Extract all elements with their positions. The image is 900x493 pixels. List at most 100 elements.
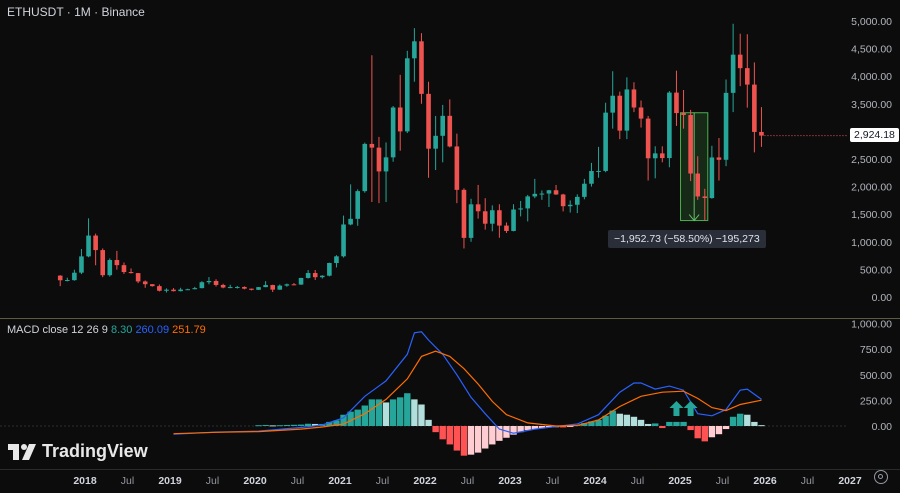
macd-histogram-bar — [326, 421, 333, 426]
macd-histogram-bar — [312, 423, 319, 426]
candle-body — [468, 204, 474, 238]
candle-body — [404, 58, 410, 132]
candle-body — [256, 287, 261, 290]
candle-body — [397, 107, 403, 132]
candle-body — [185, 289, 191, 291]
candle-body — [497, 210, 502, 226]
last-price-label: 2,924.18 — [850, 128, 899, 142]
candle-body — [695, 173, 701, 197]
price-axis-tick-label: 2,000.00 — [851, 182, 892, 194]
candle-body — [135, 273, 141, 282]
candle-body — [624, 89, 630, 131]
macd-signal-value: 251.79 — [172, 324, 206, 336]
candle-body — [270, 285, 276, 290]
macd-histogram-bar — [297, 424, 305, 426]
macd-histogram-bar — [304, 423, 312, 426]
candle-body — [759, 131, 764, 136]
price-axis-tick-label: 4,000.00 — [851, 71, 892, 83]
macd-histogram-bar — [715, 426, 723, 435]
candle-body — [667, 92, 672, 159]
candle-body — [213, 280, 219, 285]
macd-axis-tick-label: 250.00 — [860, 395, 892, 407]
macd-histogram-bar — [567, 426, 574, 428]
candle-body — [206, 280, 212, 283]
candle-body — [334, 256, 339, 263]
time-axis-tick-label: 2020 — [243, 475, 267, 487]
time-axis-tick-label: 2018 — [73, 475, 97, 487]
candle-body — [178, 289, 183, 292]
price-axis-tick-label: 1,500.00 — [851, 209, 892, 221]
candle-body — [93, 235, 98, 251]
macd-histogram-bar — [637, 419, 645, 426]
candle-body — [744, 68, 750, 85]
macd-histogram-bar — [411, 399, 418, 426]
candle-body — [489, 210, 495, 224]
candle-body — [525, 196, 531, 209]
candle-body — [277, 285, 283, 290]
candle-body — [539, 193, 545, 195]
price-axis-tick-label: 5,000.00 — [851, 16, 892, 28]
time-axis-tick-label: 2027 — [838, 475, 862, 487]
candle-body — [319, 275, 325, 278]
candle-body — [419, 41, 424, 94]
brand-name: TradingView — [42, 441, 148, 461]
candle-body — [475, 204, 481, 212]
candle-body — [242, 286, 247, 289]
candle-body — [674, 92, 679, 114]
candle-body — [249, 288, 254, 290]
candle-body — [659, 153, 665, 159]
time-axis-tick-label: 2022 — [413, 475, 437, 487]
macd-hist-value: 8.30 — [110, 324, 133, 336]
time-axis-tick-label: 2019 — [158, 475, 182, 487]
candle-body — [652, 153, 658, 159]
macd-legend[interactable]: MACD close 12 26 9 8.30 260.09 251.79 — [7, 324, 206, 336]
macd-histogram-bar — [489, 426, 496, 445]
candle-body — [440, 115, 446, 136]
candle-body — [234, 286, 240, 288]
candle-body — [567, 204, 573, 207]
macd-histogram-bar — [524, 426, 531, 431]
candle-body — [362, 143, 368, 192]
price-axis-tick-label: 0.00 — [872, 292, 893, 304]
macd-histogram-bar — [729, 416, 737, 426]
signal-arrow-up-icon — [683, 401, 698, 416]
macd-histogram-bar — [404, 393, 411, 426]
candle-body — [121, 265, 127, 273]
macd-histogram-bar — [744, 414, 751, 426]
symbol-header[interactable]: ETHUSDT · 1M · Binance — [7, 5, 145, 19]
candle-body — [645, 118, 651, 159]
macd-histogram-bar — [531, 426, 538, 430]
tradingview-logo[interactable]: TradingView — [8, 441, 148, 462]
candle-body — [610, 95, 616, 113]
candle-body — [603, 112, 608, 171]
macd-histogram-bar — [474, 426, 482, 453]
candle-body — [454, 146, 460, 190]
candle-body — [369, 143, 375, 148]
macd-histogram-bar — [354, 409, 361, 426]
candle-body — [461, 189, 467, 238]
price-axis-tick-label: 4,500.00 — [851, 44, 892, 56]
candle-body — [638, 107, 644, 119]
macd-histogram-bar — [453, 426, 461, 451]
candle-body — [298, 277, 304, 285]
macd-histogram-bar — [708, 426, 716, 438]
candle-body — [631, 89, 637, 108]
macd-histogram-bar — [609, 410, 616, 426]
macd-histogram-bar — [737, 413, 744, 426]
time-axis-tick-label: Jul — [206, 475, 219, 487]
macd-histogram-bar — [503, 426, 510, 438]
macd-histogram-bar — [255, 425, 262, 427]
macd-histogram-bar — [389, 399, 397, 426]
candle-body — [64, 279, 70, 281]
candle-body — [114, 260, 120, 266]
macd-histogram-bar — [581, 423, 588, 426]
candle-body — [149, 284, 155, 287]
macd-histogram-bar — [397, 397, 404, 426]
settings-gear-icon[interactable] — [874, 470, 888, 484]
candle-body — [546, 190, 552, 194]
candle-body — [723, 92, 729, 160]
candle-body — [107, 260, 113, 276]
macd-histogram-bar — [382, 402, 390, 426]
